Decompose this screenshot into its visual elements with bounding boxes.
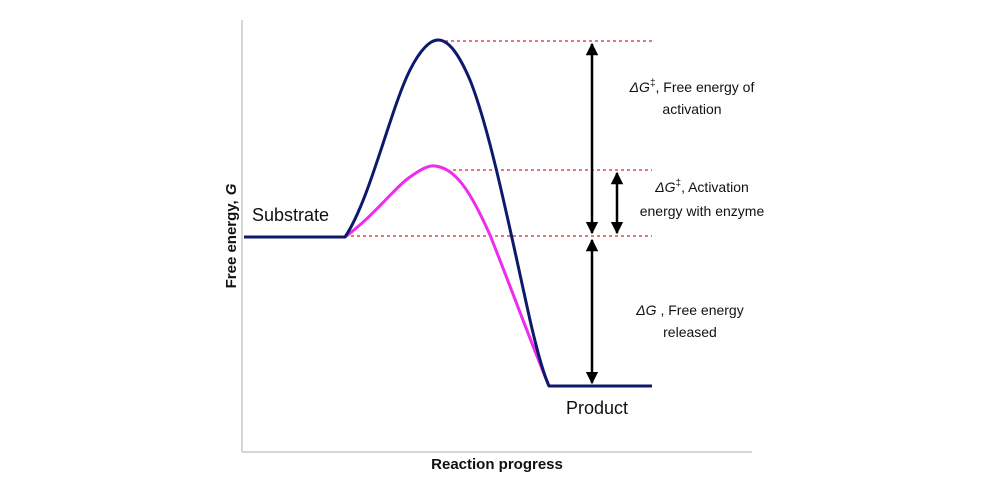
enzyme-annotation-line1: ΔG‡, Activation bbox=[654, 178, 749, 195]
activation-annotation-line2: activation bbox=[662, 101, 721, 117]
x-axis-title: Reaction progress bbox=[431, 456, 563, 473]
uncatalyzed-curve bbox=[244, 38, 652, 388]
enzyme-annotation-text: , Activation bbox=[681, 179, 749, 195]
product-label: Product bbox=[566, 398, 628, 418]
activation-annotation-sup: ‡ bbox=[650, 78, 656, 89]
y-axis-title-text: Free energy, bbox=[223, 200, 240, 288]
y-axis-title: Free energy, G bbox=[223, 183, 240, 288]
released-annotation-text: , Free energy bbox=[657, 302, 744, 318]
activation-annotation-text: , Free energy of bbox=[656, 79, 755, 95]
released-annotation-symbol: ΔG bbox=[635, 302, 656, 318]
y-axis-symbol: G bbox=[223, 183, 240, 195]
catalyzed-curve bbox=[344, 164, 551, 387]
substrate-label: Substrate bbox=[252, 205, 329, 225]
released-annotation-line1: ΔG , Free energy bbox=[635, 302, 743, 318]
enzyme-annotation-line2: energy with enzyme bbox=[640, 203, 765, 219]
activation-annotation-line1: ΔG‡, Free energy of bbox=[629, 78, 755, 95]
released-annotation-line2: released bbox=[663, 324, 717, 340]
enzyme-annotation-sup: ‡ bbox=[676, 178, 682, 189]
activation-annotation-symbol: ΔG bbox=[629, 79, 650, 95]
enzyme-annotation-symbol: ΔG bbox=[654, 179, 675, 195]
